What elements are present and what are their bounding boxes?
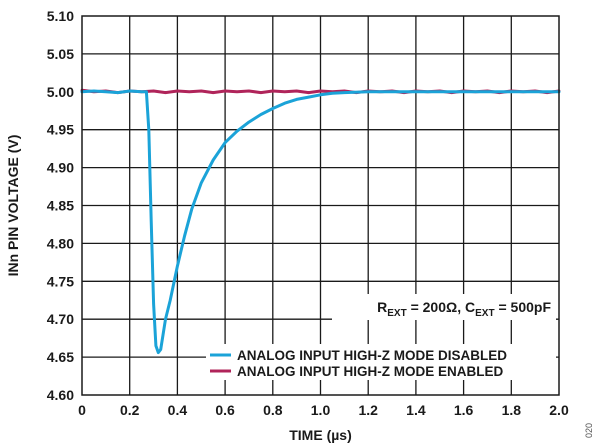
y-axis-label: INn PIN VOLTAGE (V) — [5, 135, 21, 277]
legend: ANALOG INPUT HIGH-Z MODE DISABLEDANALOG … — [206, 344, 556, 380]
plot-frame — [81, 15, 560, 396]
figure-id: 020 — [584, 423, 594, 438]
x-axis-label: TIME (µs) — [289, 427, 352, 443]
x-tick-label: 0 — [78, 402, 86, 418]
y-tick-label: 4.85 — [47, 198, 74, 214]
y-tick-label: 4.80 — [47, 235, 74, 251]
x-tick-label: 1.8 — [502, 402, 522, 418]
x-tick-label: 1.4 — [406, 402, 426, 418]
annotation-r-sub: EXT — [387, 308, 406, 319]
grid-lines — [82, 16, 559, 395]
y-tick-label: 5.00 — [47, 84, 74, 100]
x-tick-label: 0.6 — [215, 402, 235, 418]
x-tick-label: 1.6 — [454, 402, 474, 418]
y-tick-labels: 5.10 5.05 5.00 4.95 4.90 4.85 4.80 4.75 4.70 4.65… — [47, 8, 74, 403]
legend-background — [206, 344, 556, 380]
annotation-r: R — [377, 299, 387, 315]
series-layer — [80, 88, 561, 355]
y-tick-label: 4.60 — [47, 387, 74, 403]
annotation-r-value: = 200Ω, C — [407, 299, 475, 315]
y-tick-label: 4.95 — [47, 122, 74, 138]
legend-item-enabled: ANALOG INPUT HIGH-Z MODE ENABLED — [210, 364, 503, 379]
annotation-c-value: = 500pF — [495, 299, 552, 315]
y-tick-label: 4.65 — [47, 349, 74, 365]
x-tick-label: 0.8 — [263, 402, 283, 418]
y-tick-label: 5.10 — [47, 8, 74, 24]
conditions-annotation: REXT = 200Ω, CEXT = 500pF — [377, 299, 551, 319]
x-tick-label: 1.0 — [311, 402, 331, 418]
legend-item-disabled: ANALOG INPUT HIGH-Z MODE DISABLED — [210, 348, 507, 363]
y-tick-label: 5.05 — [47, 46, 74, 62]
series-line-disabled — [80, 89, 561, 355]
y-tick-label: 4.75 — [47, 273, 74, 289]
legend-label: ANALOG INPUT HIGH-Z MODE ENABLED — [237, 364, 503, 379]
legend-label: ANALOG INPUT HIGH-Z MODE DISABLED — [237, 348, 507, 363]
annotation-c-sub: EXT — [475, 308, 494, 319]
y-tick-label: 4.70 — [47, 311, 74, 327]
x-tick-labels: 0 0.2 0.4 0.6 0.8 1.0 1.2 1.4 1.6 1.8 2.0 — [78, 402, 569, 418]
x-tick-label: 0.2 — [120, 402, 140, 418]
y-tick-label: 4.90 — [47, 160, 74, 176]
x-tick-label: 0.4 — [168, 402, 188, 418]
annotation-background — [332, 294, 556, 320]
x-tick-label: 2.0 — [549, 402, 569, 418]
x-tick-label: 1.2 — [358, 402, 378, 418]
